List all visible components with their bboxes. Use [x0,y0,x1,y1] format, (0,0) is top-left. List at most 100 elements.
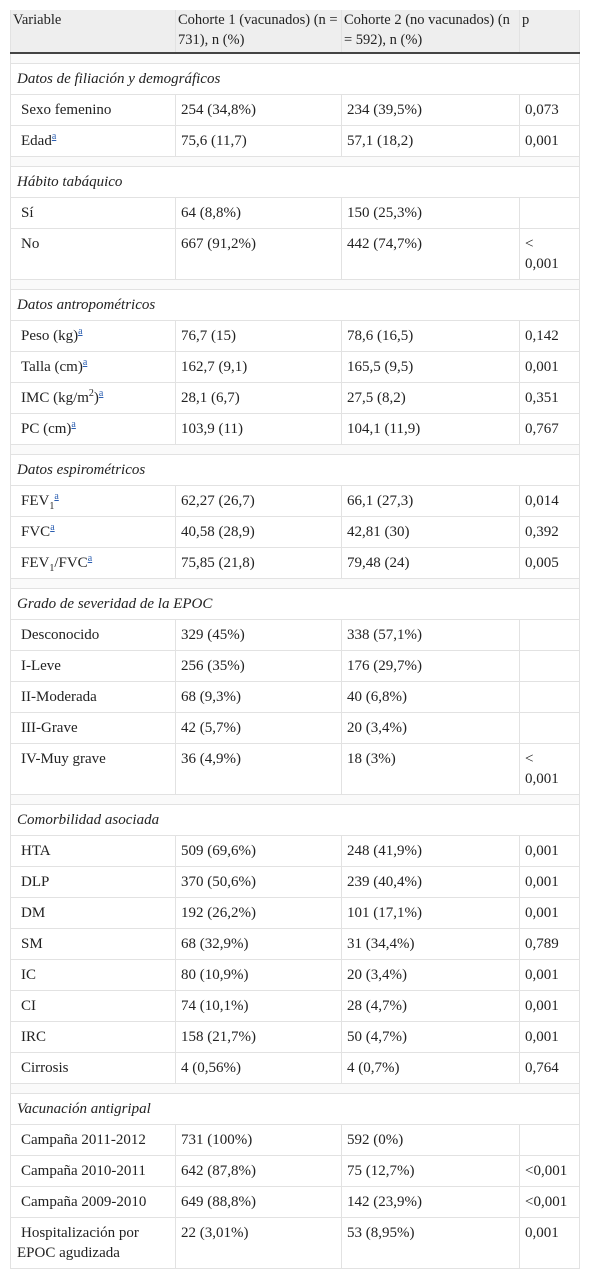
section-title: Datos antropométricos [10,289,580,321]
footnote-link[interactable]: a [78,326,83,337]
cell: 28 (4,7%) [341,990,520,1022]
footnote-link[interactable]: a [71,419,76,430]
label-text: SM [21,936,43,952]
footnote-link[interactable]: a [98,388,104,399]
cell: 158 (21,7%) [175,1021,342,1053]
row-label: FVCa [10,516,176,548]
section-row: Hábito tabáquico [10,166,580,198]
footnote-ref: a [50,522,54,533]
data-row: Campaña 2011-2012 731 (100%) 592 (0%) [10,1124,580,1156]
row-label: Campaña 2009-2010 [10,1186,176,1218]
label-text: III-Grave [21,720,78,736]
cell: 74 (10,1%) [175,990,342,1022]
cell: 64 (8,8%) [175,197,342,229]
label-text: ) [93,390,99,406]
cell: 0,073 [519,94,580,126]
footnote-ref: a [54,491,58,502]
footnote-ref: a [78,326,82,337]
cell: 20 (3,4%) [341,712,520,744]
cell: 329 (45%) [175,619,342,651]
row-label: Campaña 2011-2012 [10,1124,176,1156]
label-text: IV-Muy grave [21,751,106,767]
subscript: 1 [49,501,55,512]
cell: 0,767 [519,413,580,445]
footnote-link[interactable]: a [50,522,55,533]
cell: 150 (25,3%) [341,197,520,229]
spacer-row [10,444,580,455]
cell: 592 (0%) [341,1124,520,1156]
row-label: DLP [10,866,176,898]
row-label: IRC [10,1021,176,1053]
data-row: Peso (kg)a 76,7 (15) 78,6 (16,5) 0,142 [10,320,580,352]
footnote-link[interactable]: a [87,553,93,564]
cell: 0,001 [519,897,580,929]
cell: 4 (0,7%) [341,1052,520,1084]
cell: 142 (23,9%) [341,1186,520,1218]
cell [519,1124,580,1156]
label-text: FEV [21,493,50,509]
label-text: Campaña 2011-2012 [21,1132,146,1148]
row-label: Cirrosis [10,1052,176,1084]
label-text: IRC [21,1029,47,1045]
cell: 68 (32,9%) [175,928,342,960]
cell [519,650,580,682]
spacer-row [10,52,580,64]
data-row: DM 192 (26,2%) 101 (17,1%) 0,001 [10,897,580,929]
section-title: Hábito tabáquico [10,166,580,198]
section-title: Comorbilidad asociada [10,804,580,836]
table-header: Variable Cohorte 1 (vacunados) (n = 731),… [10,10,580,54]
section-title: Datos espirométricos [10,454,580,486]
data-row: No 667 (91,2%) 442 (74,7%) < 0,001 [10,228,580,280]
row-label: IC [10,959,176,991]
label-text: Cirrosis [21,1060,69,1076]
cell: < 0,001 [519,743,580,795]
label-text: FEV [21,555,50,571]
data-row: Desconocido 329 (45%) 338 (57,1%) [10,619,580,651]
cell: 165,5 (9,5) [341,351,520,383]
footnote-link[interactable]: a [51,131,57,142]
row-label: Peso (kg)a [10,320,176,352]
cell: 78,6 (16,5) [341,320,520,352]
label-text: Sí [21,205,34,221]
data-row: FEV1a 62,27 (26,7) 66,1 (27,3) 0,014 [10,485,580,517]
subscript: 1 [49,563,55,574]
label-text: Peso (kg) [21,328,79,344]
cell: 103,9 (11) [175,413,342,445]
cell: 0,142 [519,320,580,352]
footnote-link[interactable]: a [54,491,59,502]
label-text: II-Moderada [21,689,97,705]
cell: 28,1 (6,7) [175,382,342,414]
cell: 22 (3,01%) [175,1217,342,1269]
cell: 101 (17,1%) [341,897,520,929]
footnote-ref: a [71,419,75,430]
row-label: PC (cm)a [10,413,176,445]
label-text: Edad [21,133,52,149]
cell: 0,001 [519,835,580,867]
cell: 75,6 (11,7) [175,125,342,157]
footnote-ref: a [99,388,103,399]
cell: 256 (35%) [175,650,342,682]
data-row: IV-Muy grave 36 (4,9%) 18 (3%) < 0,001 [10,743,580,795]
cell: 254 (34,8%) [175,94,342,126]
cell: 79,48 (24) [341,547,520,579]
cell: 248 (41,9%) [341,835,520,867]
row-label: Edada [10,125,176,157]
spacer-cell [10,279,580,290]
cell: 31 (34,4%) [341,928,520,960]
data-row: IC 80 (10,9%) 20 (3,4%) 0,001 [10,959,580,991]
cell: 176 (29,7%) [341,650,520,682]
row-label: FEV1/FVCa [10,547,176,579]
cell: 649 (88,8%) [175,1186,342,1218]
footnote-link[interactable]: a [82,357,88,368]
label-text: CI [21,998,36,1014]
section-row: Grado de severidad de la EPOC [10,588,580,620]
label-text: /FVC [54,555,88,571]
row-label: No [10,228,176,280]
data-row: Campaña 2010-2011 642 (87,8%) 75 (12,7%) <0… [10,1155,580,1187]
label-text: No [21,236,40,252]
data-row: HTA 509 (69,6%) 248 (41,9%) 0,001 [10,835,580,867]
data-row: SM 68 (32,9%) 31 (34,4%) 0,789 [10,928,580,960]
superscript: 2 [88,388,94,399]
data-row: DLP 370 (50,6%) 239 (40,4%) 0,001 [10,866,580,898]
